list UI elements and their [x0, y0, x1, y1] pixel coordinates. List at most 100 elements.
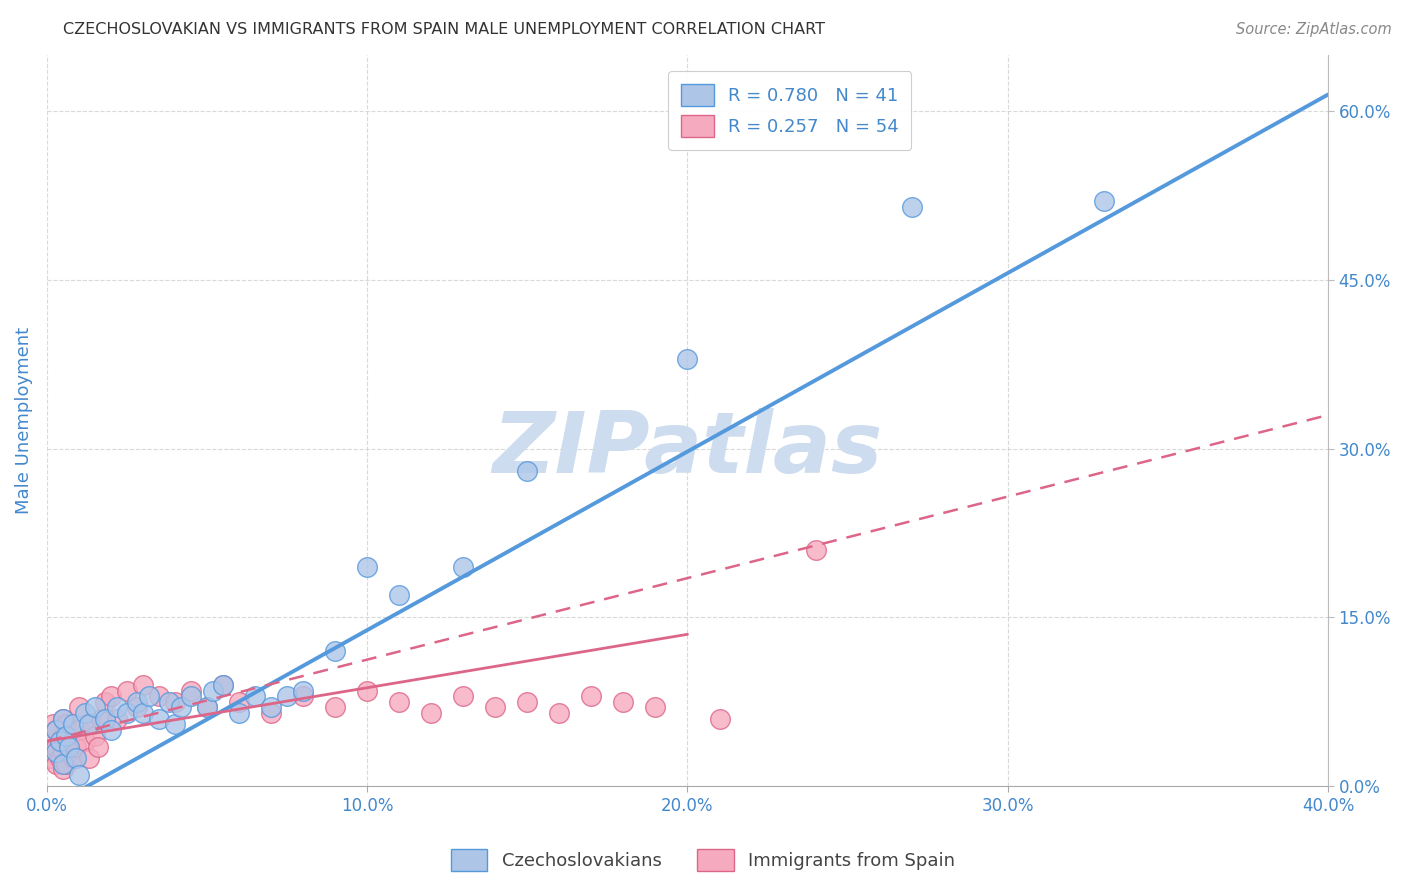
Y-axis label: Male Unemployment: Male Unemployment [15, 327, 32, 514]
Point [420, 706, 443, 720]
Point [80, 717, 103, 731]
Point [45, 723, 67, 737]
Point [323, 700, 346, 714]
Point [170, 700, 193, 714]
Point [260, 706, 283, 720]
Point [516, 464, 538, 478]
Point [52, 756, 75, 771]
Point [163, 717, 186, 731]
Point [67, 700, 90, 714]
Point [65, 751, 87, 765]
Point [195, 700, 218, 714]
Point [115, 706, 138, 720]
Point [292, 689, 315, 703]
Point [55, 756, 77, 771]
Point [77, 717, 100, 731]
Text: ZIPatlas: ZIPatlas [492, 409, 883, 491]
Point [90, 712, 112, 726]
Point [132, 706, 155, 720]
Point [105, 712, 128, 726]
Point [62, 717, 84, 731]
Point [39, 751, 62, 765]
Point [58, 729, 80, 743]
Point [212, 678, 235, 692]
Point [58, 739, 80, 754]
Point [87, 739, 110, 754]
Point [75, 706, 97, 720]
Point [260, 700, 283, 714]
Point [180, 689, 202, 703]
Point [52, 712, 75, 726]
Point [388, 588, 411, 602]
Point [100, 689, 122, 703]
Point [804, 543, 827, 558]
Point [62, 751, 84, 765]
Text: Source: ZipAtlas.com: Source: ZipAtlas.com [1236, 22, 1392, 37]
Point [516, 695, 538, 709]
Point [195, 700, 218, 714]
Point [84, 700, 107, 714]
Point [356, 559, 378, 574]
Point [52, 762, 75, 776]
Point [48, 734, 70, 748]
Point [138, 689, 160, 703]
Point [453, 689, 475, 703]
Point [212, 678, 235, 692]
Legend: R = 0.780   N = 41, R = 0.257   N = 54: R = 0.780 N = 41, R = 0.257 N = 54 [668, 71, 911, 150]
Legend: Czechoslovakians, Immigrants from Spain: Czechoslovakians, Immigrants from Spain [444, 842, 962, 879]
Point [93, 712, 115, 726]
Point [84, 729, 107, 743]
Point [48, 734, 70, 748]
Point [548, 706, 571, 720]
Point [202, 683, 225, 698]
Point [323, 644, 346, 658]
Text: CZECHOSLOVAKIAN VS IMMIGRANTS FROM SPAIN MALE UNEMPLOYMENT CORRELATION CHART: CZECHOSLOVAKIAN VS IMMIGRANTS FROM SPAIN… [63, 22, 825, 37]
Point [48, 751, 70, 765]
Point [676, 351, 699, 366]
Point [180, 683, 202, 698]
Point [115, 683, 138, 698]
Point [45, 723, 67, 737]
Point [125, 695, 148, 709]
Point [612, 695, 634, 709]
Point [58, 746, 80, 760]
Point [105, 700, 128, 714]
Point [65, 739, 87, 754]
Point [356, 683, 378, 698]
Point [67, 768, 90, 782]
Point [228, 695, 250, 709]
Point [55, 717, 77, 731]
Point [709, 712, 731, 726]
Point [1092, 194, 1115, 209]
Point [148, 712, 170, 726]
Point [581, 689, 603, 703]
Point [125, 700, 148, 714]
Point [52, 729, 75, 743]
Point [163, 695, 186, 709]
Point [42, 717, 65, 731]
Point [52, 746, 75, 760]
Point [228, 706, 250, 720]
Point [453, 559, 475, 574]
Point [42, 746, 65, 760]
Point [45, 746, 67, 760]
Point [243, 689, 266, 703]
Point [276, 689, 298, 703]
Point [39, 734, 62, 748]
Point [93, 695, 115, 709]
Point [45, 739, 67, 754]
Point [900, 200, 922, 214]
Point [388, 695, 411, 709]
Point [644, 700, 666, 714]
Point [45, 756, 67, 771]
Point [67, 723, 90, 737]
Point [484, 700, 506, 714]
Point [52, 712, 75, 726]
Point [292, 683, 315, 698]
Point [132, 678, 155, 692]
Point [55, 729, 77, 743]
Point [100, 723, 122, 737]
Point [77, 751, 100, 765]
Point [75, 734, 97, 748]
Point [148, 689, 170, 703]
